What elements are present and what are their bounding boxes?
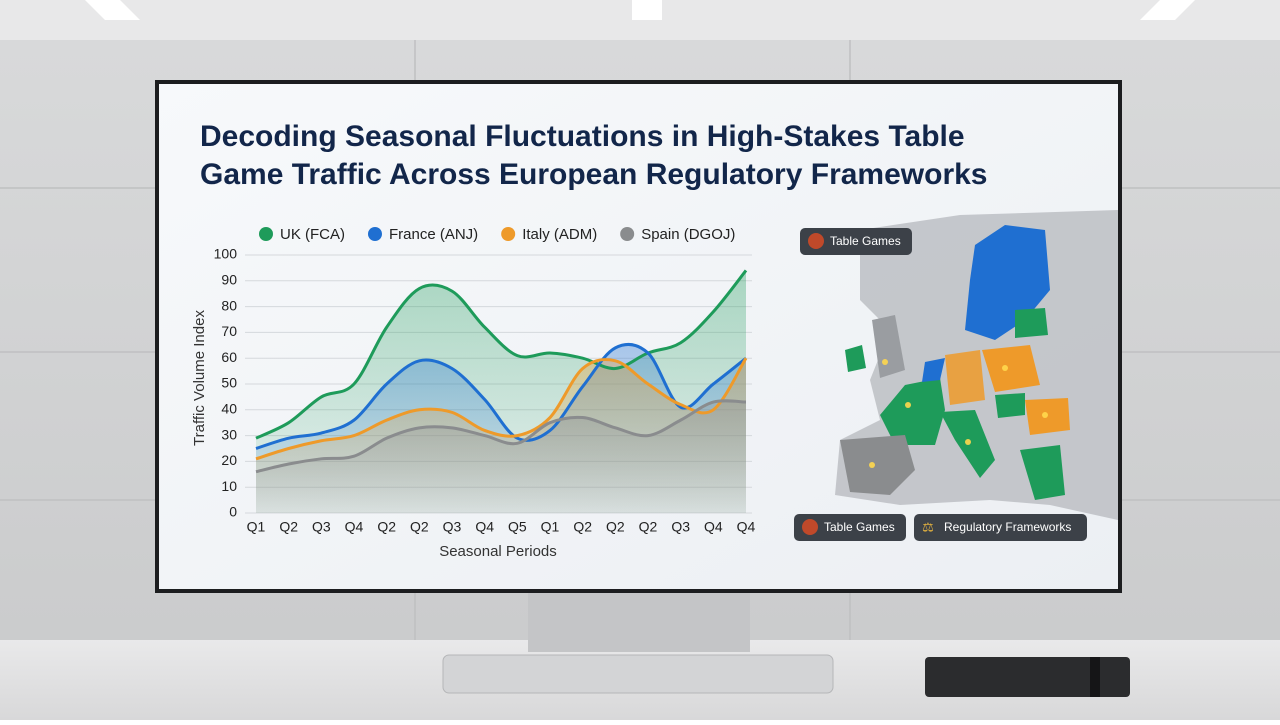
x-tick-label: Q4 [345,519,364,535]
legend-label: Spain (DGOJ) [641,226,735,243]
x-tick-label: Q2 [279,519,298,535]
badge-label: Table Games [824,520,895,534]
x-tick-label: Q5 [508,519,527,535]
map-badge: ⚖ Regulatory Frameworks [914,514,1087,541]
y-axis-title: Traffic Volume Index [191,310,208,446]
y-tick-label: 40 [221,401,237,417]
x-tick-label: Q1 [247,519,266,535]
series-line [255,357,748,461]
y-tick-label: 30 [221,426,237,442]
x-tick-label: Q4 [704,519,723,535]
x-tick-label: Q2 [606,519,625,535]
map-badge: Table Games [800,228,912,255]
ceiling-light [632,0,662,20]
monitor-base [442,654,834,694]
x-tick-label: Q2 [410,519,429,535]
x-tick-label: Q4 [475,519,494,535]
legend-swatch [620,227,635,241]
y-tick-label: 50 [221,375,237,391]
x-tick-label: Q3 [312,519,331,535]
x-tick-label: Q2 [377,519,396,535]
series-line [255,342,747,450]
badge-label: Regulatory Frameworks [944,520,1071,534]
notebook [925,657,1130,697]
map-badge: Table Games [794,514,906,541]
y-tick-label: 70 [221,323,237,339]
x-tick-label: Q1 [541,519,560,535]
ceiling-light [1140,0,1195,20]
badge-label: Table Games [830,234,901,248]
legend-label: UK (FCA) [280,226,345,243]
x-tick-label: Q3 [443,519,462,535]
series-area [256,400,746,513]
y-tick-label: 80 [221,297,237,313]
legend-swatch [368,227,382,241]
legend-label: Italy (ADM) [522,226,597,243]
y-tick-label: 10 [221,478,237,494]
chart-title: Decoding Seasonal Fluctuations in High-S… [200,120,988,191]
y-tick-label: 60 [221,349,237,365]
legend-swatch [259,227,273,241]
notebook-strap [1090,657,1100,697]
y-tick-label: 0 [229,504,237,520]
series-line [255,399,747,474]
x-tick-label: Q2 [573,519,592,535]
x-tick-label: Q2 [639,519,658,535]
europe-map [835,210,1118,520]
x-tick-label: Q3 [671,519,690,535]
svg-text:⚖: ⚖ [922,519,934,534]
plot: 0 10 20 30 40 50 60 70 80 90 100 Q1 Q2 Q3 Q4 Q2 Q2 Q3 Q4 Q5… [214,226,756,535]
monitor-stand [528,590,750,652]
x-axis-title: Seasonal Periods [439,543,557,560]
x-tick-label: Q4 [737,519,756,535]
y-tick-label: 20 [221,452,237,468]
legend-label: France (ANJ) [389,226,478,243]
y-tick-label: 90 [221,272,237,288]
y-tick-label: 100 [214,246,238,262]
ceiling-light [85,0,140,20]
legend-swatch [501,227,516,241]
series-line [255,269,748,440]
